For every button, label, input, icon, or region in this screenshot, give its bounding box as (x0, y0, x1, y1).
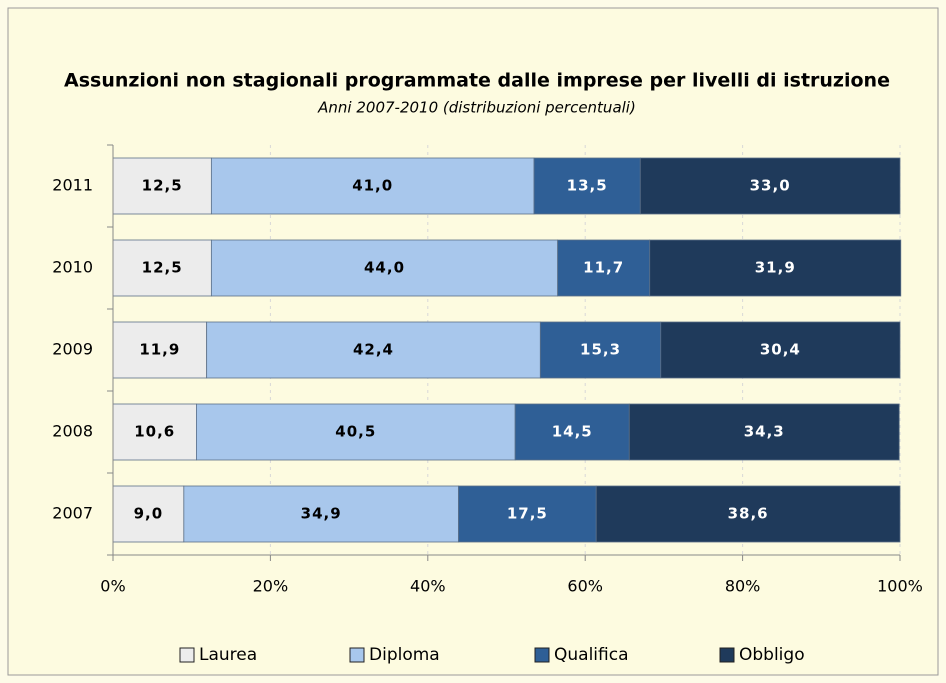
legend-swatch (349, 647, 365, 663)
value-label: 9,0 (134, 505, 164, 523)
bar-segment (206, 321, 541, 379)
bar-segment (649, 239, 902, 297)
legend-label: Diploma (369, 645, 440, 665)
legend-swatch (179, 647, 195, 663)
value-label: 11,9 (139, 341, 180, 359)
value-label: 30,4 (760, 341, 801, 359)
bar-segment (183, 485, 459, 543)
value-label: 34,3 (744, 423, 785, 441)
y-tick-label: 2011 (52, 176, 93, 195)
y-tick-label: 2009 (52, 340, 93, 359)
value-label: 14,5 (552, 423, 593, 441)
bar-segment (660, 321, 901, 379)
x-tick-label: 80% (725, 577, 761, 596)
value-label: 17,5 (507, 505, 548, 523)
value-label: 40,5 (335, 423, 376, 441)
bar-segment (557, 239, 651, 297)
value-label: 10,6 (134, 423, 175, 441)
bar-segment (210, 239, 559, 297)
value-label: 12,5 (142, 177, 183, 195)
bar-segment (112, 403, 197, 461)
value-label: 31,9 (755, 259, 796, 277)
bar-segment (458, 485, 597, 543)
bar-segment (595, 485, 901, 543)
value-label: 38,6 (728, 505, 769, 523)
bar-segment (112, 321, 208, 379)
x-tick-label: 20% (253, 577, 289, 596)
value-label: 12,5 (142, 259, 183, 277)
legend-swatch (719, 647, 735, 663)
legend-label: Obbligo (739, 645, 805, 665)
bar-segment (628, 403, 900, 461)
bar-segment (210, 157, 535, 215)
value-label: 33,0 (750, 177, 791, 195)
bar-segment (112, 485, 185, 543)
value-label: 44,0 (364, 259, 405, 277)
legend-label: Qualifica (554, 645, 629, 665)
legend-swatch (534, 647, 550, 663)
x-tick-label: 40% (410, 577, 446, 596)
legend-label: Laurea (199, 645, 257, 665)
value-label: 34,9 (301, 505, 342, 523)
bar-segment (112, 239, 212, 297)
chart-title: Assunzioni non stagionali programmate da… (64, 70, 890, 92)
value-label: 41,0 (352, 177, 393, 195)
x-tick-label: 0% (100, 577, 125, 596)
y-tick-label: 2008 (52, 422, 93, 441)
value-label: 13,5 (567, 177, 608, 195)
chart-subtitle: Anni 2007-2010 (distribuzioni percentual… (317, 99, 636, 117)
x-tick-label: 60% (567, 577, 603, 596)
bar-segment (196, 403, 516, 461)
x-tick-label: 100% (877, 577, 923, 596)
bar-segment (514, 403, 630, 461)
bar-segment (639, 157, 901, 215)
value-label: 15,3 (580, 341, 621, 359)
y-tick-label: 2007 (52, 504, 93, 523)
value-label: 42,4 (353, 341, 394, 359)
y-tick-label: 2010 (52, 258, 93, 277)
bar-segment (112, 157, 212, 215)
bar-segment (539, 321, 662, 379)
value-label: 11,7 (583, 259, 624, 277)
